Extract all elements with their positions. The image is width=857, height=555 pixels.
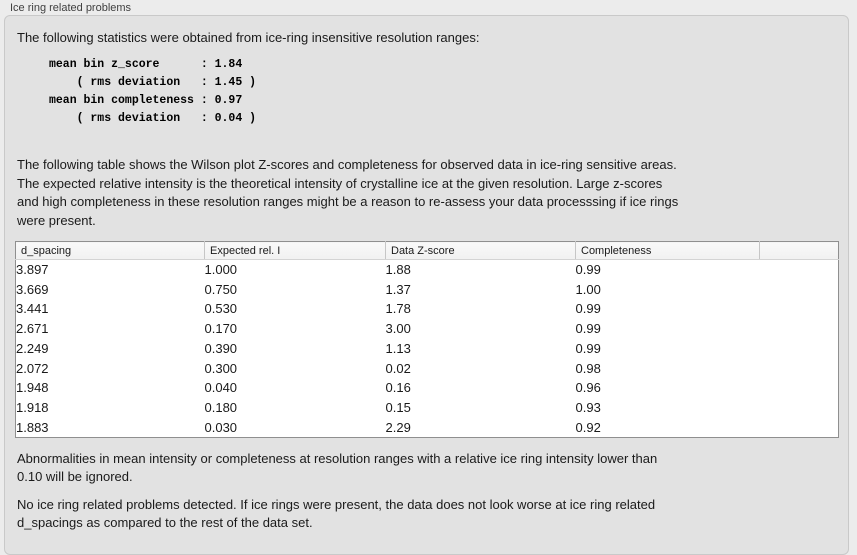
cell-expected-rel-i: 0.180: [204, 400, 238, 416]
table-row[interactable]: 1.918 0.180 0.15 0.93: [16, 398, 839, 418]
table-row[interactable]: 3.441 0.530 1.78 0.99: [16, 299, 839, 319]
stats-line-completeness-rms: ( rms deviation : 0.04 ): [49, 112, 257, 125]
cell-empty: [760, 398, 839, 418]
cell-data-z-score: 0.16: [385, 380, 411, 396]
cell-data-z-score: 1.37: [385, 281, 411, 297]
cell-d-spacing: 3.669: [16, 281, 49, 297]
description-line: The expected relative intensity is the t…: [17, 175, 663, 191]
cell-expected-rel-i: 0.530: [204, 301, 238, 317]
cell-d-spacing: 3.897: [16, 262, 49, 278]
stats-intro-text: The following statistics were obtained f…: [17, 30, 480, 45]
ignore-note-line: 0.10 will be ignored.: [17, 469, 133, 484]
table-row[interactable]: 1.948 0.040 0.16 0.96: [16, 378, 839, 398]
cell-expected-rel-i: 0.030: [204, 419, 238, 435]
ice-ring-table: d_spacing Expected rel. I Data Z-score C…: [15, 241, 839, 438]
cell-data-z-score: 1.78: [385, 301, 411, 317]
cell-data-z-score: 1.88: [385, 262, 411, 278]
cell-empty: [760, 358, 839, 378]
cell-empty: [760, 339, 839, 359]
cell-d-spacing: 2.072: [16, 360, 49, 376]
column-header-data-z-score[interactable]: Data Z-score: [385, 241, 576, 260]
cell-completeness: 0.99: [575, 301, 601, 317]
stats-line-z-score-rms: ( rms deviation : 1.45 ): [49, 76, 257, 89]
cell-expected-rel-i: 1.000: [204, 262, 238, 278]
cell-expected-rel-i: 0.390: [204, 340, 238, 356]
cell-data-z-score: 3.00: [385, 321, 411, 337]
cell-completeness: 0.96: [575, 380, 601, 396]
column-header-empty: [759, 241, 839, 260]
column-header-expected-rel-i[interactable]: Expected rel. I: [204, 241, 386, 260]
cell-d-spacing: 1.948: [16, 380, 49, 396]
cell-empty: [760, 319, 839, 339]
cell-expected-rel-i: 0.300: [204, 360, 238, 376]
cell-completeness: 0.99: [575, 321, 601, 337]
cell-completeness: 1.00: [575, 281, 601, 297]
cell-completeness: 0.99: [575, 340, 601, 356]
table-row[interactable]: 2.671 0.170 3.00 0.99: [16, 319, 839, 339]
cell-data-z-score: 0.15: [385, 400, 411, 416]
column-header-d-spacing[interactable]: d_spacing: [15, 241, 205, 260]
table-header-row: d_spacing Expected rel. I Data Z-score C…: [15, 241, 839, 260]
cell-completeness: 0.92: [575, 419, 601, 435]
cell-completeness: 0.99: [575, 262, 601, 278]
stats-line-mean-z-score: mean bin z_score : 1.84: [49, 58, 243, 71]
cell-empty: [760, 260, 839, 280]
ice-ring-panel: The following statistics were obtained f…: [4, 15, 849, 555]
column-header-completeness[interactable]: Completeness: [575, 241, 760, 260]
table-row[interactable]: 2.072 0.300 0.02 0.98: [16, 358, 839, 378]
table-row[interactable]: 2.249 0.390 1.13 0.99: [16, 339, 839, 359]
stats-line-mean-completeness: mean bin completeness : 0.97: [49, 94, 243, 107]
table-description: The following table shows the Wilson plo…: [17, 156, 678, 230]
description-line: The following table shows the Wilson plo…: [17, 157, 677, 172]
table-row[interactable]: 3.897 1.000 1.88 0.99: [16, 260, 839, 280]
cell-data-z-score: 0.02: [385, 360, 411, 376]
cell-d-spacing: 3.441: [16, 301, 49, 317]
description-line: and high completeness in these resolutio…: [17, 194, 679, 209]
cell-expected-rel-i: 0.750: [204, 281, 238, 297]
cell-data-z-score: 1.13: [385, 340, 411, 356]
cell-empty: [760, 418, 839, 438]
cell-d-spacing: 1.883: [16, 419, 49, 435]
conclusion-line: d_spacings as compared to the rest of th…: [17, 515, 313, 530]
stats-block: mean bin z_score : 1.84 ( rms deviation …: [49, 56, 256, 128]
table-row[interactable]: 3.669 0.750 1.37 1.00: [16, 279, 839, 299]
table-row[interactable]: 1.883 0.030 2.29 0.92: [16, 418, 839, 438]
cell-data-z-score: 2.29: [385, 419, 411, 435]
cell-empty: [760, 299, 839, 319]
cell-d-spacing: 2.671: [16, 321, 49, 337]
group-box-title: Ice ring related problems: [10, 2, 132, 14]
ignore-note: Abnormalities in mean intensity or compl…: [17, 450, 657, 486]
ignore-note-line: Abnormalities in mean intensity or compl…: [17, 451, 658, 466]
cell-empty: [760, 279, 839, 299]
conclusion-line: No ice ring related problems detected. I…: [17, 497, 656, 512]
cell-expected-rel-i: 0.040: [204, 380, 238, 396]
cell-d-spacing: 2.249: [16, 340, 49, 356]
cell-d-spacing: 1.918: [16, 400, 49, 416]
cell-completeness: 0.98: [575, 360, 601, 376]
cell-completeness: 0.93: [575, 400, 601, 416]
cell-expected-rel-i: 0.170: [204, 321, 238, 337]
conclusion-text: No ice ring related problems detected. I…: [17, 496, 655, 532]
cell-empty: [760, 378, 839, 398]
description-line: were present.: [17, 212, 96, 228]
